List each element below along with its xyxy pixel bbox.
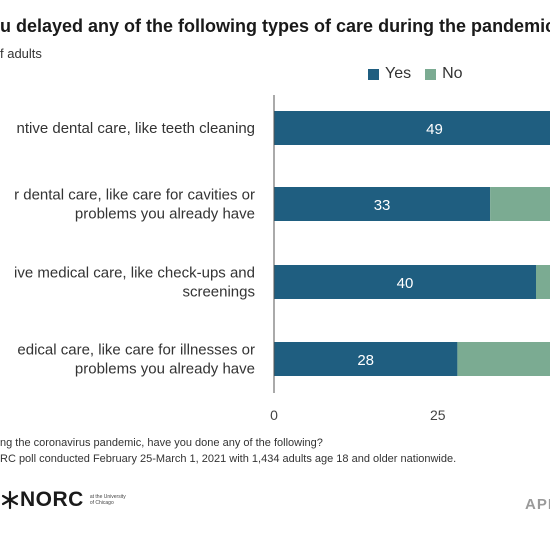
- chart-subtitle: f adults: [0, 46, 42, 61]
- legend-swatch-no: [425, 68, 437, 80]
- footnote-source: RC poll conducted February 25-March 1, 2…: [0, 453, 457, 465]
- data-label-yes: 33: [374, 197, 391, 214]
- bar-no: [536, 265, 550, 299]
- bar-no: [490, 187, 550, 221]
- x-tick-label: 25: [430, 407, 446, 423]
- norc-logo: NORC at the University of Chicago: [0, 488, 150, 512]
- category-label: r dental care, like care for cavities or: [14, 187, 255, 204]
- bar-yes: [274, 342, 458, 376]
- category-label: ntive dental care, like teeth cleaning: [17, 120, 255, 137]
- legend-label-yes: Yes: [385, 65, 412, 82]
- data-label-yes: 49: [426, 121, 443, 138]
- legend-swatch-yes: [368, 68, 379, 80]
- category-label: screenings: [182, 284, 255, 301]
- category-label: problems you already have: [75, 206, 255, 223]
- chart-title: u delayed any of the following types of …: [0, 16, 550, 36]
- chart-legend: Yes No: [368, 64, 477, 84]
- data-label-yes: 28: [357, 352, 374, 369]
- bar-chart: ntive dental care, like teeth cleaning 49…: [14, 95, 550, 423]
- legend-label-no: No: [442, 65, 463, 82]
- ap-logo-text: APN: [525, 496, 550, 513]
- category-label: ive medical care, like check-ups and: [14, 265, 255, 282]
- bar-no: [457, 342, 550, 376]
- norc-logo-text: NORC: [20, 488, 84, 511]
- category-label: edical care, like care for illnesses or: [17, 342, 255, 359]
- norc-star-icon: [1, 490, 19, 510]
- norc-logo-subtext: at the University of Chicago: [89, 494, 126, 506]
- legend-item-no: No: [425, 65, 463, 83]
- footnote-question: ng the coronavirus pandemic, have you do…: [0, 437, 323, 449]
- data-label-yes: 40: [397, 275, 414, 292]
- bar-yes: [274, 187, 491, 221]
- category-label: problems you already have: [75, 361, 255, 378]
- bar-yes: [274, 111, 550, 145]
- legend-item-yes: Yes: [368, 65, 411, 83]
- bar-yes: [274, 265, 536, 299]
- x-tick-label: 0: [270, 407, 278, 423]
